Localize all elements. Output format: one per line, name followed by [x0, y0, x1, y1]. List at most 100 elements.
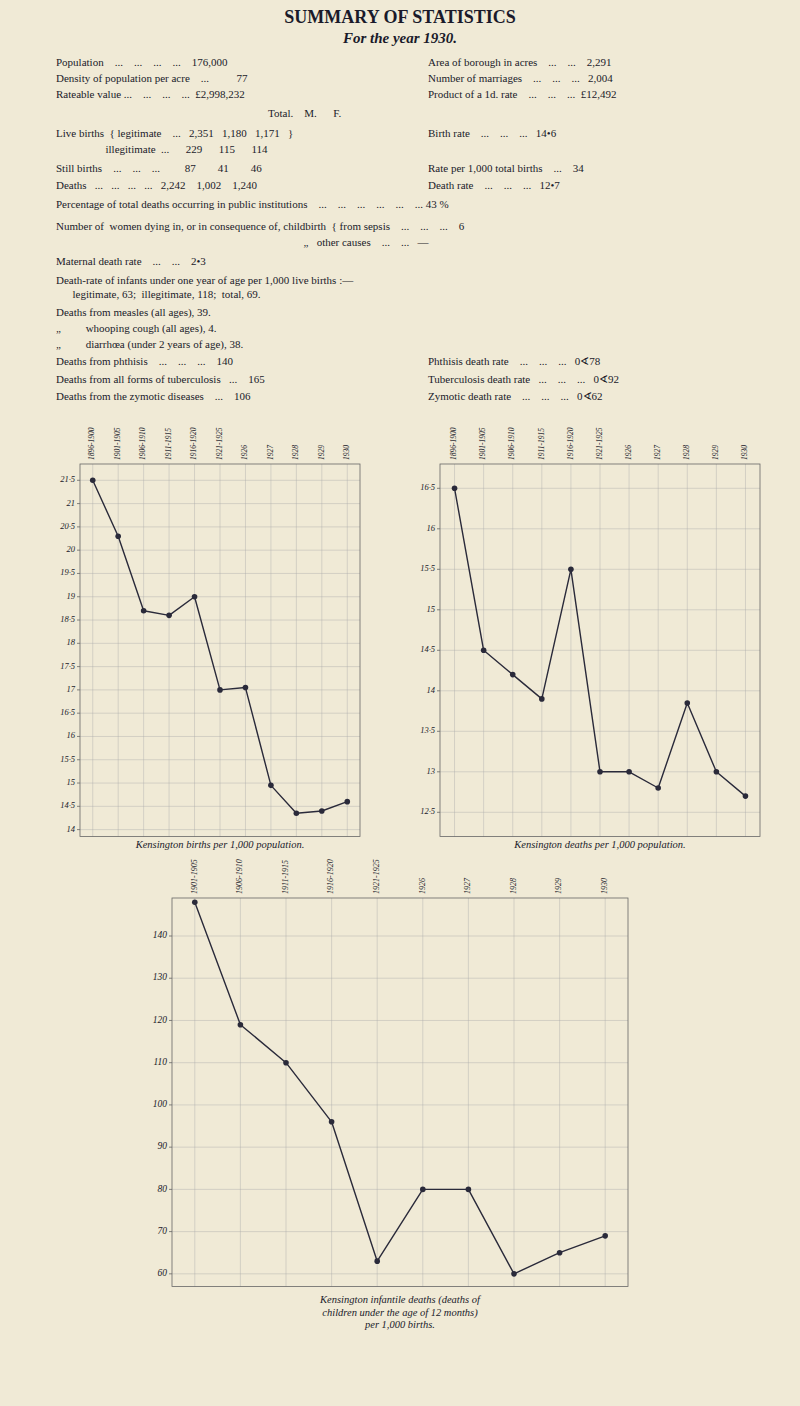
data-point: [466, 1187, 472, 1193]
data-point: [626, 769, 632, 775]
x-tick-label: 1928: [682, 445, 691, 460]
y-tick-label: 18·5: [60, 614, 75, 624]
statistic-line: Number of marriages ... ... ... 2,004: [428, 72, 613, 84]
y-tick: [169, 1062, 172, 1063]
statistic-line: Maternal death rate ... ... 2•3: [56, 255, 206, 267]
y-tick-label: 14·5: [60, 800, 75, 810]
grid-line: [286, 898, 287, 1287]
grid-line: [377, 898, 378, 1287]
grid-line: [716, 464, 717, 837]
grid-line: [143, 464, 144, 837]
series: [192, 899, 608, 1276]
statistic-line: Deaths from the zymotic diseases ... 106: [56, 390, 251, 402]
grid-line: [331, 898, 332, 1287]
x-tick-label: 1906-1910: [507, 427, 516, 460]
y-tick: [437, 488, 440, 489]
y-tick: [77, 550, 80, 551]
y-tick: [77, 713, 80, 714]
x-tick-label: 1911-1915: [537, 428, 546, 460]
data-point: [268, 783, 274, 789]
grid-line: [169, 464, 170, 837]
data-point: [243, 685, 249, 691]
x-tick-label: 1928: [509, 878, 518, 894]
y-tick-label: 19: [67, 591, 76, 601]
data-point: [684, 700, 690, 706]
x-tick-label: 1901-1905: [478, 427, 487, 460]
x-axis-label: Kensington births per 1,000 population.: [135, 839, 305, 850]
x-tick-label: 1927: [463, 877, 472, 894]
grid-line: [240, 898, 241, 1287]
statistic-line: „ diarrhœa (under 2 years of age), 38.: [56, 338, 243, 351]
x-tick-label: 1929: [317, 445, 326, 460]
grid-line: [194, 464, 195, 837]
grid-line: [514, 898, 515, 1287]
x-tick-label: 1901-1905: [113, 427, 122, 460]
y-tick: [169, 936, 172, 937]
statistic-line: Death-rate of infants under one year of …: [56, 274, 354, 286]
statistic-line: Deaths from all forms of tuberculosis ..…: [56, 373, 265, 385]
x-tick-label: 1927: [653, 445, 662, 460]
y-tick-label: 20·5: [60, 521, 75, 531]
grid-line: [92, 464, 93, 837]
x-tick-label: 1927: [266, 445, 275, 460]
statistic-line: Tuberculosis death rate ... ... ... 0∢92: [428, 373, 619, 385]
y-tick-label: 16: [67, 730, 76, 740]
x-axis-label-line: Kensington births per 1,000 population.: [135, 839, 305, 850]
statistic-line: Density of population per acre ... 77: [56, 72, 248, 84]
grid-line: [600, 464, 601, 837]
y-tick: [437, 812, 440, 813]
x-tick-label: 1911-1915: [164, 428, 173, 460]
data-point: [602, 1233, 608, 1239]
grid-line: [658, 464, 659, 837]
chart: 12·51313·51414·51515·51616·51896-1900190…: [420, 427, 760, 850]
y-tick-label: 21: [67, 498, 76, 508]
data-point: [714, 769, 720, 775]
grid-line: [559, 898, 560, 1287]
statistic-line: Product of a 1d. rate ... ... ... £12,49…: [428, 88, 617, 100]
data-point: [166, 613, 172, 619]
plot-frame: [440, 464, 760, 837]
y-tick-label: 19·5: [60, 567, 75, 577]
x-tick-label: 1926: [624, 445, 633, 460]
x-tick-label: 1930: [342, 445, 351, 460]
y-tick: [77, 806, 80, 807]
y-tick: [77, 736, 80, 737]
data-point: [420, 1187, 426, 1193]
statistic-line: Death rate ... ... ... 12•7: [428, 179, 560, 191]
y-tick-label: 100: [153, 1099, 168, 1109]
x-tick-label: 1928: [291, 445, 300, 460]
data-point: [329, 1119, 335, 1125]
statistic-line: illegitimate ... 229 115 114: [56, 143, 268, 155]
y-tick-label: 130: [153, 972, 168, 982]
x-tick-label: 1921-1925: [372, 859, 381, 894]
y-tick-label: 60: [158, 1268, 168, 1278]
y-tick-label: 80: [158, 1184, 168, 1194]
chart: 1414·51515·51616·51717·51818·51919·52020…: [60, 427, 360, 850]
data-point: [141, 608, 147, 614]
y-tick-label: 110: [153, 1057, 167, 1067]
grid-line: [347, 464, 348, 837]
grid-line: [570, 464, 571, 837]
x-tick-label: 1926: [240, 445, 249, 460]
y-tick: [169, 1273, 172, 1274]
data-point: [374, 1258, 380, 1264]
y-tick-label: 90: [158, 1141, 168, 1151]
data-point: [238, 1022, 244, 1028]
statistic-line: „ other causes ... ... —: [56, 236, 429, 248]
x-tick-label: 1929: [554, 878, 563, 894]
y-tick-label: 17·5: [60, 661, 75, 671]
y-tick: [169, 1231, 172, 1232]
data-point: [192, 594, 198, 600]
grid-line: [541, 464, 542, 837]
grid-line: [629, 464, 630, 837]
y-tick-label: 18: [67, 637, 76, 647]
y-tick: [169, 1104, 172, 1105]
y-tick-label: 17: [67, 684, 76, 694]
series: [452, 486, 749, 799]
x-tick-label: 1911-1915: [281, 860, 290, 894]
data-point: [115, 533, 121, 539]
y-tick: [77, 596, 80, 597]
statistic-line: Percentage of total deaths occurring in …: [56, 198, 449, 210]
statistic-line: Zymotic death rate ... ... ... 0∢62: [428, 390, 603, 402]
grid-line: [194, 898, 195, 1287]
